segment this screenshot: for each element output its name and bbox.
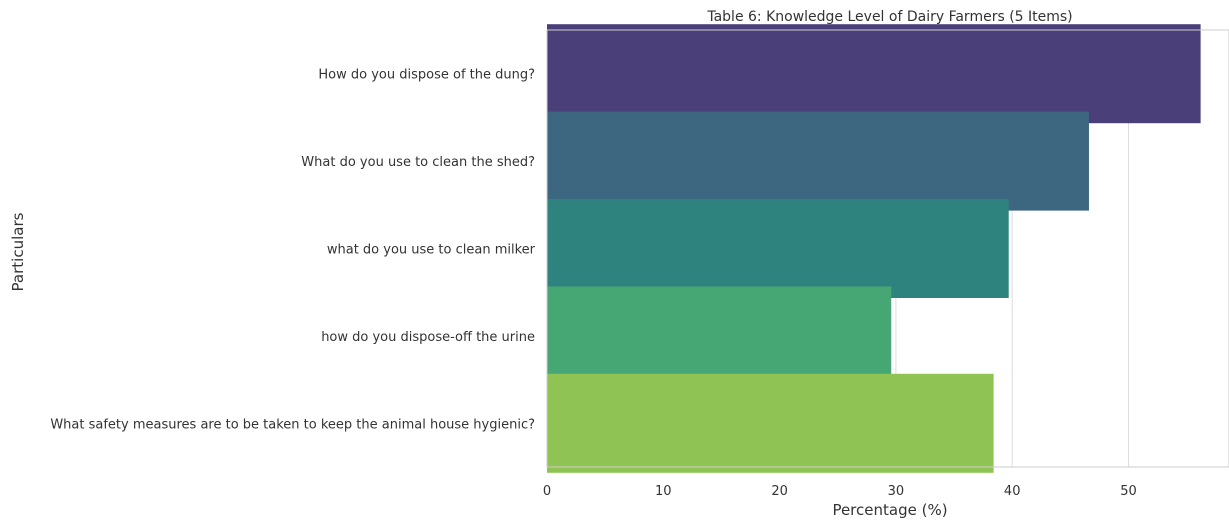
- bar: [547, 111, 1089, 211]
- x-tick-label: 30: [888, 484, 905, 499]
- category-label: how do you dispose-off the urine: [321, 330, 535, 345]
- tick-layer: 0 10 20 30 40 50: [543, 484, 1137, 499]
- x-tick-label: 40: [1004, 484, 1021, 499]
- bar: [547, 373, 994, 473]
- category-label: What do you use to clean the shed?: [301, 155, 535, 170]
- bar: [547, 286, 892, 386]
- x-tick-label: 10: [655, 484, 672, 499]
- x-tick-label: 0: [543, 484, 551, 499]
- x-axis-title: Percentage (%): [832, 501, 947, 519]
- x-tick-label: 20: [771, 484, 788, 499]
- category-label: How do you dispose of the dung?: [318, 68, 535, 83]
- bar-layer: [547, 24, 1201, 473]
- bar: [547, 199, 1009, 298]
- x-tick-label: 50: [1120, 484, 1137, 499]
- y-axis-title: Particulars: [9, 212, 27, 291]
- category-label: what do you use to clean milker: [327, 243, 536, 258]
- category-label-layer: How do you dispose of the dung? What do y…: [50, 68, 535, 433]
- plot-frame: [546, 29, 1229, 468]
- category-label: What safety measures are to be taken to …: [50, 417, 535, 432]
- bar: [547, 24, 1201, 124]
- chart-title: Table 6: Knowledge Level of Dairy Farmer…: [706, 9, 1072, 25]
